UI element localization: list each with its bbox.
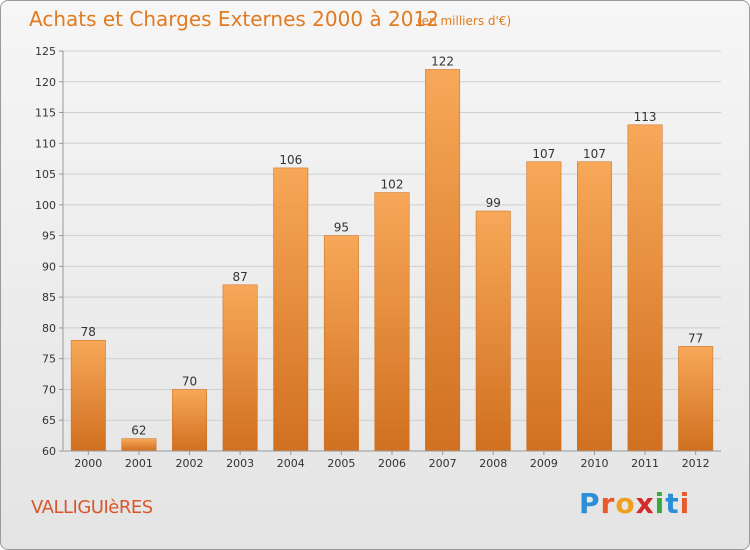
x-tick-label: 2004 xyxy=(277,457,305,470)
y-tick-label: 65 xyxy=(42,414,56,427)
y-tick-label: 105 xyxy=(35,168,56,181)
x-tick-label: 2011 xyxy=(631,457,659,470)
x-tick-label: 2008 xyxy=(479,457,507,470)
bar xyxy=(526,161,562,452)
place-name: VALLIGUIèRES xyxy=(31,497,153,518)
chart-title: Achats et Charges Externes 2000 à 2012 xyxy=(29,7,439,31)
y-tick-label: 90 xyxy=(42,260,56,273)
x-tick-label: 2002 xyxy=(176,457,204,470)
bar xyxy=(222,284,258,452)
bar xyxy=(425,69,461,452)
bar-value-label: 70 xyxy=(182,374,197,388)
y-tick-label: 125 xyxy=(35,45,56,58)
logo-letter: i xyxy=(679,487,691,520)
bar xyxy=(577,161,612,452)
bar-value-label: 107 xyxy=(532,147,555,161)
bar-value-label: 62 xyxy=(131,424,146,438)
logo-letter: o xyxy=(615,487,636,520)
bar-value-label: 99 xyxy=(486,196,501,210)
y-axis: 60 65 70 75 80 85 90 95 100 105 110 115 120 125 xyxy=(35,45,64,458)
bar-value-label: 78 xyxy=(81,325,96,339)
x-tick-label: 2000 xyxy=(74,457,102,470)
bar xyxy=(475,210,511,452)
bar xyxy=(70,339,106,452)
proxiti-logo[interactable]: Proxiti xyxy=(579,487,690,520)
logo-letter: P xyxy=(579,487,601,520)
bar xyxy=(121,438,157,452)
x-axis: 2000 2001 2002 2003 2004 2005 2006 2007 2008 2009… xyxy=(63,450,721,470)
bar-value-label: 87 xyxy=(233,270,248,284)
y-tick-label: 95 xyxy=(42,230,56,243)
x-tick-label: 2003 xyxy=(226,457,254,470)
bar-value-label: 102 xyxy=(381,178,404,192)
bar xyxy=(172,389,207,452)
x-tick-label: 2010 xyxy=(580,457,608,470)
y-tick-label: 60 xyxy=(42,445,56,458)
bar-value-label: 107 xyxy=(583,147,606,161)
y-tick-label: 75 xyxy=(42,353,56,366)
y-tick-label: 110 xyxy=(35,137,56,150)
bar xyxy=(323,235,359,452)
y-tick-label: 100 xyxy=(35,199,56,212)
y-tick-label: 80 xyxy=(42,322,56,335)
bar-value-label: 122 xyxy=(431,54,454,68)
x-tick-label: 2005 xyxy=(327,457,355,470)
logo-letter: x xyxy=(635,487,655,520)
bar xyxy=(627,124,663,452)
bar xyxy=(273,167,309,452)
x-tick-label: 2012 xyxy=(682,457,710,470)
chart-subtitle: (en milliers d'€) xyxy=(417,14,512,28)
bar xyxy=(374,192,410,452)
y-tick-label: 115 xyxy=(35,107,56,120)
logo-letter: t xyxy=(665,487,680,520)
y-tick-label: 85 xyxy=(42,291,56,304)
x-tick-label: 2006 xyxy=(378,457,406,470)
x-tick-label: 2001 xyxy=(125,457,153,470)
bar-value-label: 113 xyxy=(634,110,657,124)
bar-value-label: 106 xyxy=(279,153,302,167)
x-tick-label: 2009 xyxy=(530,457,558,470)
bars: 78 62 70 87 106 95 102 122 99 107 107 113 77 xyxy=(70,54,714,452)
x-tick-label: 2007 xyxy=(429,457,457,470)
logo-letter: i xyxy=(654,487,666,520)
y-tick-label: 70 xyxy=(42,383,56,396)
bar xyxy=(678,346,714,452)
bar-value-label: 77 xyxy=(688,331,703,345)
bar-value-label: 95 xyxy=(334,221,349,235)
y-tick-label: 120 xyxy=(35,76,56,89)
logo-letter: r xyxy=(600,487,616,520)
